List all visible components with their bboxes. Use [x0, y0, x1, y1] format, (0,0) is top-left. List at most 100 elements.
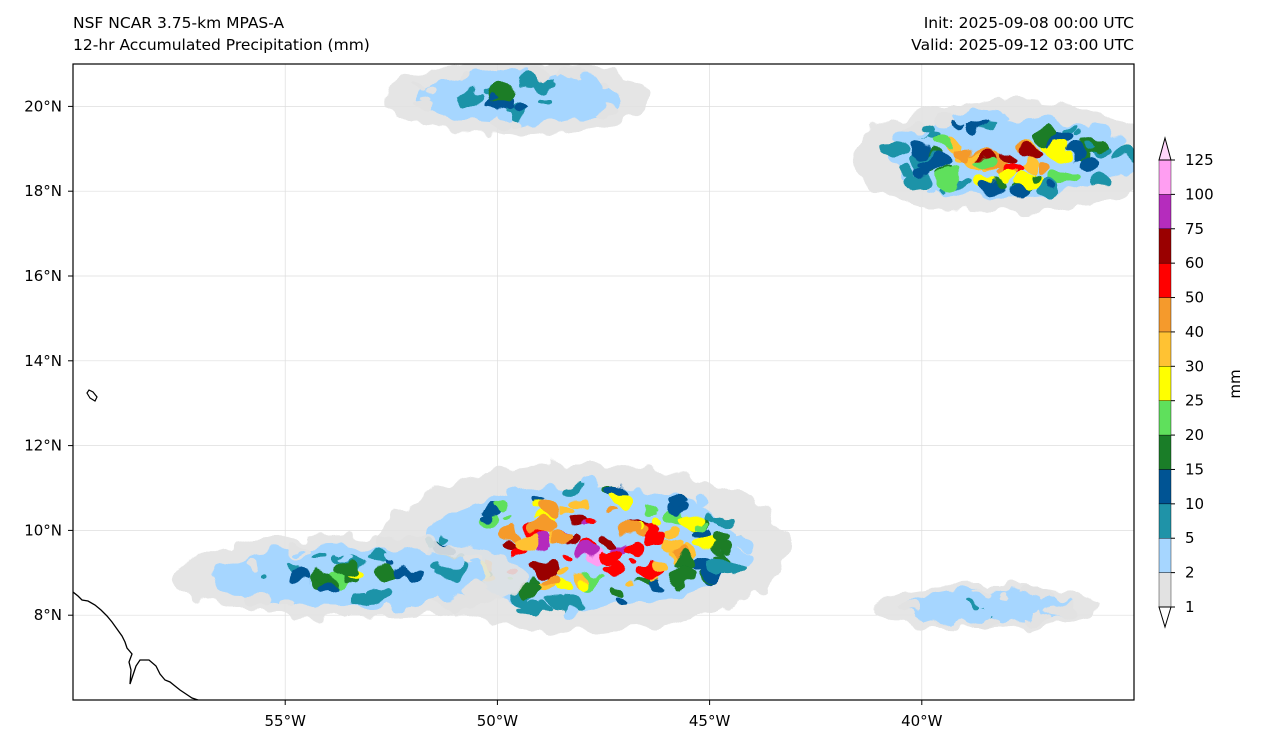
- precip-cell: [610, 494, 634, 509]
- precip-cell: [560, 554, 572, 562]
- precip-cell: [893, 165, 915, 178]
- precip-cell: [311, 554, 324, 562]
- precip-cell: [510, 532, 538, 550]
- colorbar-cell: [1158, 469, 1172, 505]
- precip-cell: [496, 111, 515, 123]
- map-title-block: NSF NCAR 3.75-km MPAS-A 12-hr Accumulate…: [73, 12, 370, 56]
- lat-tick-label: 14°N: [24, 352, 62, 370]
- precip-cell: [1055, 605, 1077, 618]
- precip-cell: [1020, 159, 1038, 171]
- colorbar-cell: [1158, 159, 1172, 195]
- precip-cell: [625, 541, 646, 555]
- precip-cell: [975, 593, 985, 600]
- precip-cell: [390, 567, 410, 580]
- precip-cell: [492, 501, 508, 512]
- precip-cell: [519, 581, 544, 597]
- precip-cell: [965, 108, 993, 125]
- precip-cell: [473, 75, 495, 89]
- precip-cell: [606, 548, 623, 559]
- precip-region-north-band: [384, 64, 653, 136]
- precip-region-southeast-patch: [874, 583, 1097, 631]
- precip-cell: [602, 537, 618, 547]
- precip-cell: [213, 566, 239, 582]
- colorbar-tick-label: 20: [1185, 426, 1204, 444]
- precip-cell: [1084, 143, 1096, 151]
- precip-cell: [525, 64, 551, 81]
- precip-cell: [893, 128, 914, 142]
- precip-cell: [561, 66, 583, 80]
- coastline-south-america: [73, 591, 199, 700]
- precip-cell: [509, 118, 523, 127]
- precip-cell: [703, 558, 730, 575]
- precip-cell: [347, 591, 371, 607]
- colorbar-tick-label: 2: [1185, 564, 1195, 582]
- precip-cell: [667, 505, 686, 517]
- precip-cell: [388, 601, 401, 610]
- colorbar-tick-label: 1: [1185, 598, 1195, 616]
- precip-cell: [667, 565, 693, 582]
- model-title: NSF NCAR 3.75-km MPAS-A: [73, 14, 285, 32]
- colorbar-cell: [1158, 434, 1172, 470]
- precip-cell: [1046, 182, 1060, 191]
- field-title: 12-hr Accumulated Precipitation (mm): [73, 36, 370, 54]
- precip-cell: [503, 486, 518, 496]
- precip-cell: [441, 557, 461, 570]
- colorbar-tick-label: 40: [1185, 323, 1204, 341]
- precip-cell: [534, 560, 562, 578]
- lat-tick-label: 16°N: [24, 267, 62, 285]
- precip-cell: [669, 497, 686, 508]
- precip-cell: [909, 144, 931, 158]
- precip-cell: [569, 498, 585, 509]
- precip-cell: [1090, 175, 1111, 189]
- precip-cell: [540, 96, 553, 105]
- precip-cell: [586, 517, 599, 526]
- precip-cell: [318, 571, 330, 579]
- precip-region-western-band: [170, 535, 528, 620]
- precip-cell: [244, 591, 270, 608]
- precip-cell: [542, 574, 563, 587]
- precip-cell: [1045, 143, 1070, 159]
- precip-cell: [1002, 110, 1014, 118]
- precip-cell: [951, 158, 962, 166]
- precip-cell: [335, 562, 361, 578]
- colorbar-cell: [1158, 400, 1172, 436]
- precip-cell: [924, 187, 938, 196]
- precip-cell: [648, 579, 665, 590]
- precip-cell: [711, 533, 730, 545]
- precip-cell: [693, 520, 708, 530]
- precip-cell: [281, 599, 293, 607]
- coastlines: [73, 389, 199, 700]
- precip-cell: [649, 518, 660, 526]
- precip-cell: [606, 586, 626, 598]
- lon-tick-label: 40°W: [901, 712, 943, 730]
- precip-cell: [456, 89, 483, 106]
- precip-cell: [693, 498, 708, 508]
- precip-cell: [1069, 151, 1082, 159]
- precip-cell: [729, 552, 753, 567]
- precip-cell: [538, 603, 551, 612]
- colorbar-tick-label: 125: [1185, 151, 1214, 169]
- colorbar-cell: [1158, 366, 1172, 401]
- lon-tick-label: 55°W: [264, 712, 306, 730]
- colorbar-tick-label: 60: [1185, 254, 1204, 272]
- colorbar-cell: [1158, 297, 1172, 333]
- precip-cell: [998, 152, 1014, 163]
- precip-cell: [936, 171, 963, 188]
- precip-cell: [504, 100, 517, 109]
- precip-cell: [998, 169, 1016, 181]
- precip-cell: [503, 515, 513, 522]
- lat-tick-label: 20°N: [24, 97, 62, 115]
- precip-cell: [607, 510, 616, 516]
- precip-cell: [318, 579, 333, 589]
- precip-cell: [578, 578, 591, 586]
- precip-cell: [552, 528, 569, 540]
- precip-cell: [457, 72, 467, 78]
- precip-cell: [1086, 124, 1110, 140]
- precip-cell: [1073, 132, 1083, 139]
- precip-cell: [414, 84, 426, 92]
- precip-cell: [298, 547, 307, 553]
- precip-cell: [691, 526, 711, 539]
- colorbar-cell: [1158, 572, 1172, 608]
- precip-cell: [558, 568, 572, 577]
- precip-cell: [441, 534, 451, 541]
